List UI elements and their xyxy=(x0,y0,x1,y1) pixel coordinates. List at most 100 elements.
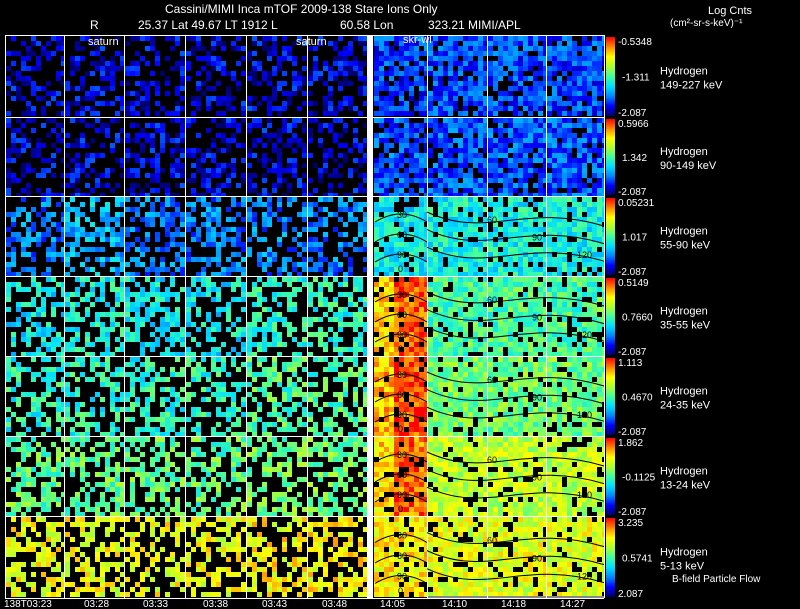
contour-label: 90 xyxy=(397,330,407,340)
panel-r2-c7 xyxy=(428,197,487,276)
colorbar-gradient xyxy=(606,278,615,355)
contour-label: 90 xyxy=(397,572,407,582)
contour-label: 30 xyxy=(397,531,407,541)
panel-r5-c0 xyxy=(6,437,64,516)
contour-label: 60 xyxy=(487,215,497,225)
contour-label: 30 xyxy=(397,210,407,220)
panel-r5-c1 xyxy=(65,437,124,516)
panel-r5-c2 xyxy=(125,437,185,516)
species-label: Hydrogen xyxy=(660,547,708,559)
panel-r6-c2 xyxy=(125,517,185,597)
contour-label: 120 xyxy=(577,572,592,582)
panel-r6-c0 xyxy=(6,517,64,597)
contour-label: 90 xyxy=(397,490,407,500)
colorbar-title: Log Cnts xyxy=(708,5,753,17)
colorbar-max-label: -0.5348 xyxy=(618,37,652,48)
panel-r3-c7 xyxy=(428,277,487,356)
panel-r1-c8 xyxy=(488,118,546,196)
species-label: Hydrogen xyxy=(660,386,708,398)
colorbar-min-label: -2.087 xyxy=(618,187,647,198)
time-tick-label: 14:05 xyxy=(380,599,405,609)
colorbar-row-3: 0.5149 0.7660 -2.087 Hydrogen 35-55 keV xyxy=(606,278,711,358)
panel-r0-c5 xyxy=(308,36,367,116)
panel-r1-c7 xyxy=(428,118,487,196)
species-label: Hydrogen xyxy=(660,146,708,158)
apl-info: 323.21 MIMI/APL xyxy=(428,18,521,32)
saturn-label: saturn xyxy=(296,36,327,48)
panel-r2-c4 xyxy=(247,197,307,276)
panel-r1-c5 xyxy=(308,118,367,196)
species-label: Hydrogen xyxy=(660,226,708,238)
colorbar-min-label: -2.087 xyxy=(618,108,647,119)
contour-label: 90 xyxy=(532,554,542,564)
panel-r0-c0 xyxy=(6,36,64,116)
contour-label: 60 xyxy=(397,310,407,320)
contour-label: 120 xyxy=(577,330,592,340)
panel-r6-c7 xyxy=(428,517,487,597)
colorbar-gradient xyxy=(606,198,615,275)
contour-label: 30 xyxy=(397,450,407,460)
colorbar-min-label: 2.087 xyxy=(618,589,643,600)
colorbar-mid-label: -1.311 xyxy=(622,73,650,84)
time-tick-label: 03:28 xyxy=(84,599,109,609)
panel-r5-c8 xyxy=(488,437,546,516)
heatmap-cells xyxy=(6,36,604,597)
contour-label: 120 xyxy=(577,410,592,420)
colorbar-mid-label: -0.1125 xyxy=(622,473,656,484)
species-label: Hydrogen xyxy=(660,306,708,318)
panel-r5-c3 xyxy=(186,437,246,516)
panel-r0-c2 xyxy=(125,36,185,116)
panel-r0-c9 xyxy=(547,36,604,116)
panel-r0-c4 xyxy=(247,36,307,116)
panel-r5-c7 xyxy=(428,437,487,516)
panel-r6-c4 xyxy=(247,517,307,597)
panel-r6-c9 xyxy=(547,517,604,597)
contour-label: 90 xyxy=(532,313,542,323)
contour-label: 90 xyxy=(532,473,542,483)
colorbar-row-4: 1.113 0.4670 -2.087 Hydrogen 24-35 keV xyxy=(606,358,711,438)
energy-range-label: 90-149 keV xyxy=(660,160,717,172)
contour-label: 0 xyxy=(398,586,403,596)
panel-r0-c3 xyxy=(186,36,246,116)
colorbar-max-label: 0.5966 xyxy=(618,119,649,130)
panel-r1-c0 xyxy=(6,118,64,196)
colorbar-min-label: -2.087 xyxy=(618,347,647,358)
contour-label: 90 xyxy=(532,393,542,403)
energy-range-label: 55-90 keV xyxy=(660,240,711,252)
panel-r2-c3 xyxy=(186,197,246,276)
colorbar-mid-label: 0.7660 xyxy=(622,313,653,324)
contour-label: 0 xyxy=(398,424,403,434)
colorbar-mid-label: 0.4670 xyxy=(622,393,653,404)
panel-r2-c6 xyxy=(374,197,427,276)
panel-r3-c5 xyxy=(308,277,367,356)
panel-r1-c4 xyxy=(247,118,307,196)
contour-label: 60 xyxy=(487,375,497,385)
panel-r2-c5 xyxy=(308,197,367,276)
colorbar-max-label: 1.862 xyxy=(618,438,643,449)
energy-range-label: 149-227 keV xyxy=(660,80,723,92)
panel-r6-c1 xyxy=(65,517,124,597)
contour-label: 60 xyxy=(487,295,497,305)
panel-r2-c0 xyxy=(6,197,64,276)
panel-r3-c9 xyxy=(547,277,604,356)
time-tick-label: 03:48 xyxy=(322,599,347,609)
time-tick-label: 14:27 xyxy=(560,599,585,609)
panel-r0-c6 xyxy=(374,36,427,116)
panel-r1-c6 xyxy=(374,118,427,196)
colorbar-row-0: -0.5348 -1.311 -2.087 Hydrogen 149-227 keV xyxy=(606,37,723,119)
colorbar-row-1: 0.5966 1.342 -2.087 Hydrogen 90-149 keV xyxy=(606,119,717,198)
skr-label: skr-wl xyxy=(403,34,432,46)
energy-range-label: 5-13 keV xyxy=(660,561,705,573)
colorbar-min-label: -2.087 xyxy=(618,427,647,438)
contour-label: 60 xyxy=(487,536,497,546)
panel-r3-c4 xyxy=(247,277,307,356)
panel-r4-c1 xyxy=(65,357,124,436)
contour-label: 60 xyxy=(397,390,407,400)
panel-r3-c1 xyxy=(65,277,124,356)
panel-r2-c9 xyxy=(547,197,604,276)
time-tick-label: 03:43 xyxy=(262,599,287,609)
colorbar-min-label: -2.087 xyxy=(618,507,647,518)
colorbar-max-label: 0.5149 xyxy=(618,278,649,289)
r-label: R xyxy=(90,18,99,32)
lon-info: 60.58 Lon xyxy=(340,18,394,32)
